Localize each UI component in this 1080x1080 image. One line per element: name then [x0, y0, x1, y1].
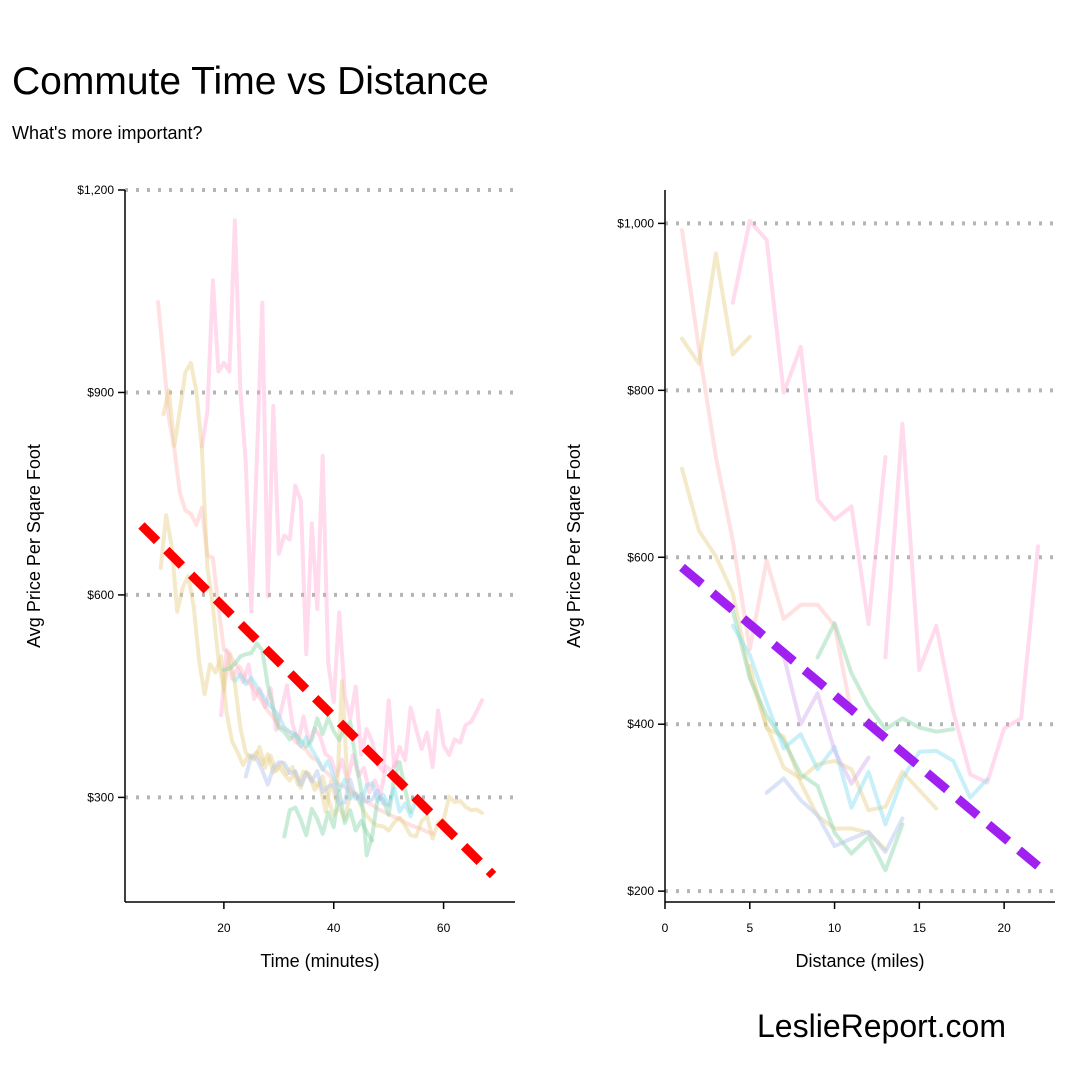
series-line: [219, 648, 399, 797]
series-line: [730, 623, 990, 827]
trend-line: [138, 522, 497, 879]
series-line: [680, 251, 752, 366]
series-line: [232, 672, 430, 819]
series-line: [199, 218, 484, 774]
chart-subtitle: What's more important?: [12, 123, 203, 143]
y-tick-label: $400: [627, 717, 654, 731]
y-tick-label: $800: [627, 383, 654, 397]
y-tick-label: $600: [87, 588, 114, 602]
x-tick-label: 5: [746, 921, 753, 935]
series-line: [156, 300, 435, 836]
series-line: [243, 753, 391, 807]
panel-distance: $200 $400 $600 $800 $1,000 0 5 10 15 20 Distance (…: [564, 190, 1055, 971]
x-tick-label: 40: [327, 921, 341, 935]
y-axis-label: Avg Price Per Sqare Foot: [24, 444, 44, 648]
y-tick-label: $200: [627, 884, 654, 898]
y-tick-label: $900: [87, 385, 114, 399]
series-line: [680, 466, 939, 813]
x-tick-label: 20: [997, 921, 1011, 935]
x-tick-label: 0: [662, 921, 669, 935]
y-tick-label: $1,200: [77, 183, 114, 197]
series-line: [680, 228, 854, 716]
x-axis-label: Distance (miles): [795, 951, 924, 971]
y-tick-label: $600: [627, 550, 654, 564]
y-tick-label: $300: [87, 790, 114, 804]
series-line: [764, 776, 905, 854]
y-tick-label: $1,000: [617, 216, 654, 230]
series-line: [730, 608, 905, 873]
series-line: [730, 218, 888, 626]
x-tick-label: 60: [437, 921, 451, 935]
x-axis-label: Time (minutes): [260, 951, 379, 971]
x-tick-label: 15: [913, 921, 927, 935]
x-tick-label: 10: [828, 921, 842, 935]
panel-time: $300 $600 $900 $1,200 20 40 60 Time (minutes) Av…: [24, 183, 515, 971]
brand-label: LeslieReport.com: [757, 1008, 1006, 1044]
series-line: [161, 360, 484, 841]
chart-title: Commute Time vs Distance: [12, 60, 489, 103]
y-axis-label: Avg Price Per Sqare Foot: [564, 444, 584, 648]
trend-line: [679, 563, 1041, 870]
series-line: [781, 653, 871, 786]
series-line: [282, 788, 375, 843]
series-line: [815, 621, 956, 734]
series-line: [883, 421, 1040, 785]
x-tick-label: 20: [217, 921, 231, 935]
